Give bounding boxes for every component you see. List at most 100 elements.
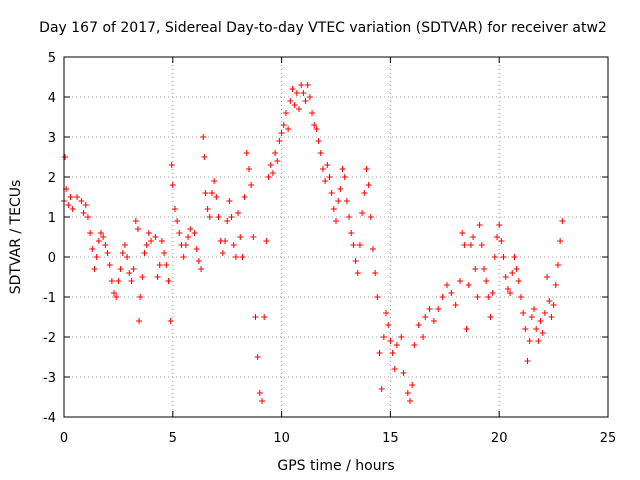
data-point xyxy=(230,242,237,248)
data-point xyxy=(95,238,102,244)
data-point xyxy=(274,158,281,164)
data-point xyxy=(472,266,479,272)
data-point xyxy=(439,294,446,300)
data-point xyxy=(158,238,165,244)
data-point xyxy=(143,242,150,248)
data-point xyxy=(361,190,368,196)
data-point xyxy=(193,246,200,252)
data-point xyxy=(526,338,533,344)
data-point xyxy=(309,110,316,116)
data-point xyxy=(165,278,172,284)
data-point xyxy=(111,290,118,296)
data-point xyxy=(522,326,529,332)
data-point xyxy=(254,354,261,360)
data-point xyxy=(280,122,287,128)
data-point xyxy=(470,234,477,240)
data-point xyxy=(180,254,187,260)
data-point xyxy=(100,234,107,240)
data-point xyxy=(104,250,111,256)
data-point xyxy=(232,254,239,260)
data-point xyxy=(206,214,213,220)
data-point xyxy=(298,82,305,88)
data-point xyxy=(533,326,540,332)
data-point xyxy=(287,98,294,104)
data-point xyxy=(313,126,320,132)
data-point xyxy=(398,334,405,340)
data-point xyxy=(539,330,546,336)
data-point xyxy=(124,254,131,260)
data-point xyxy=(541,310,548,316)
data-point xyxy=(248,182,255,188)
data-point xyxy=(278,130,285,136)
x-tick-label: 20 xyxy=(491,431,508,446)
data-point xyxy=(84,214,91,220)
data-point xyxy=(315,138,322,144)
data-point xyxy=(152,234,159,240)
data-point xyxy=(62,154,69,160)
data-point xyxy=(285,126,292,132)
data-point xyxy=(134,226,141,232)
data-point xyxy=(171,206,178,212)
data-point xyxy=(256,390,263,396)
data-point xyxy=(389,350,396,356)
data-point xyxy=(185,234,192,240)
data-point xyxy=(272,150,279,156)
data-point xyxy=(87,230,94,236)
data-point xyxy=(328,190,335,196)
data-point xyxy=(130,266,137,272)
data-point xyxy=(293,90,300,96)
data-point xyxy=(435,306,442,312)
y-tick-label: 3 xyxy=(48,131,56,146)
x-tick-label: 0 xyxy=(60,431,68,446)
data-point xyxy=(113,294,120,300)
data-point xyxy=(82,202,89,208)
y-tick-label: -4 xyxy=(43,411,56,426)
data-point xyxy=(341,174,348,180)
data-point xyxy=(546,298,553,304)
x-tick-label: 25 xyxy=(600,431,617,446)
data-point xyxy=(415,322,422,328)
data-point xyxy=(467,242,474,248)
data-point xyxy=(333,218,339,224)
data-point xyxy=(296,106,303,112)
data-point xyxy=(235,210,242,216)
data-point xyxy=(378,386,385,392)
data-point xyxy=(393,342,400,348)
data-point xyxy=(531,306,538,312)
data-point xyxy=(168,162,175,168)
data-point xyxy=(515,278,522,284)
data-point xyxy=(448,290,455,296)
y-axis-label: SDTVAR / TECUs xyxy=(8,180,24,295)
data-point xyxy=(457,278,464,284)
chart-title: Day 167 of 2017, Sidereal Day-to-day VTE… xyxy=(39,20,607,36)
data-point xyxy=(289,86,296,92)
data-point xyxy=(535,338,542,344)
data-point xyxy=(126,270,133,276)
data-point xyxy=(367,214,374,220)
y-tick-label: 0 xyxy=(48,251,56,266)
data-point xyxy=(200,134,207,140)
data-point xyxy=(385,322,392,328)
data-point xyxy=(169,182,176,188)
data-point xyxy=(102,242,109,248)
x-tick-label: 15 xyxy=(382,431,399,446)
data-point xyxy=(97,230,104,236)
data-point xyxy=(400,370,407,376)
data-point xyxy=(282,110,289,116)
data-point xyxy=(167,318,174,324)
data-point xyxy=(191,230,198,236)
data-point xyxy=(346,214,353,220)
data-points xyxy=(61,82,566,404)
data-point xyxy=(198,266,205,272)
data-point xyxy=(215,214,222,220)
data-point xyxy=(509,270,516,276)
data-point xyxy=(115,278,122,284)
data-point xyxy=(369,246,376,252)
data-point xyxy=(404,390,411,396)
data-point xyxy=(182,242,189,248)
data-point xyxy=(300,90,307,96)
data-point xyxy=(511,254,518,260)
data-point xyxy=(145,230,152,236)
data-point xyxy=(426,306,433,312)
